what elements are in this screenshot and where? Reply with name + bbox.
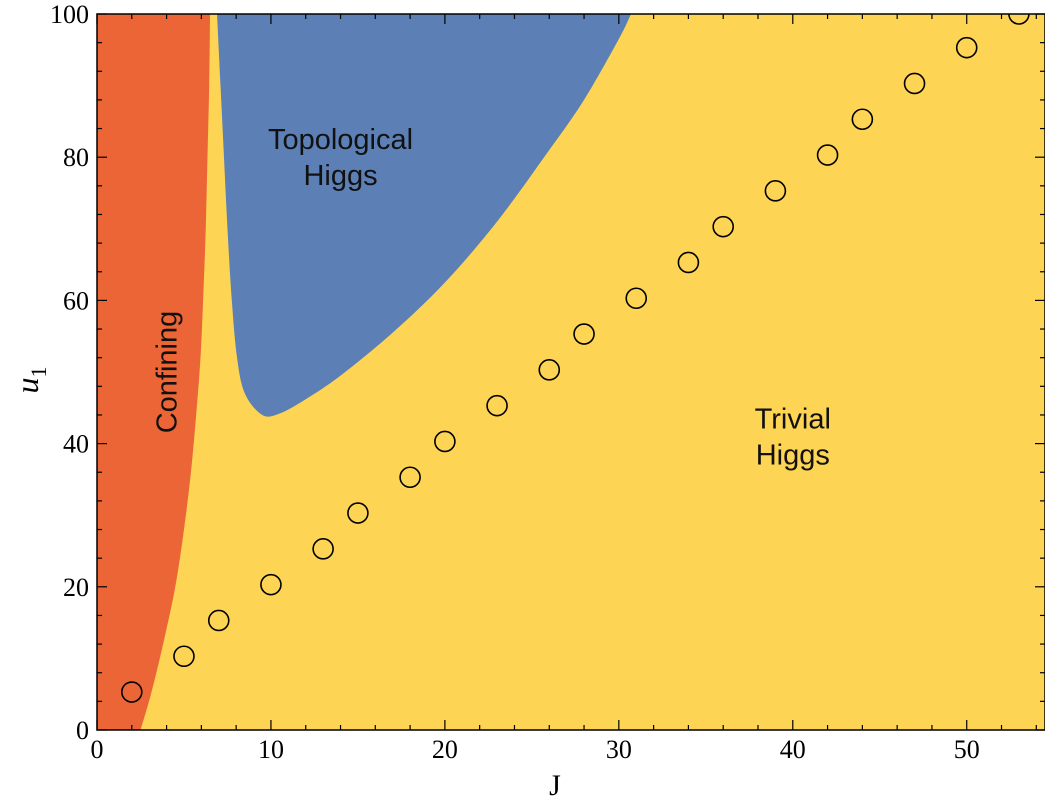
data-markers [120, 14, 1030, 703]
y-tick-label: 80 [63, 143, 89, 172]
region-label-line: Higgs [756, 439, 830, 471]
x-tick-label: 30 [606, 735, 632, 764]
data-point [764, 180, 787, 202]
plot-frame [96, 13, 1045, 731]
trivial-higgs-label: Trivial Higgs [755, 403, 831, 471]
data-point [260, 573, 282, 596]
region-label-line: Topological [268, 124, 413, 156]
data-point [573, 323, 595, 345]
y-tick-label: 40 [63, 430, 89, 459]
data-point [538, 359, 561, 381]
x-tick-label: 20 [432, 735, 458, 764]
data-point [903, 72, 926, 95]
region-labels: Confining Topological Higgs Trivial Higgs [152, 124, 831, 471]
data-point [434, 430, 456, 453]
data-point [1008, 14, 1030, 25]
y-tick-label: 60 [63, 286, 89, 315]
x-axis-label: J [549, 769, 561, 802]
data-point [173, 645, 195, 668]
data-point [486, 394, 508, 417]
y-tick-label: 20 [63, 573, 89, 602]
data-point [955, 36, 978, 59]
data-point [347, 502, 369, 524]
data-point [120, 681, 143, 703]
data-point [851, 108, 874, 131]
data-point [312, 538, 334, 560]
data-point [677, 251, 700, 274]
topological-higgs-region [217, 14, 632, 417]
x-tick-label: 50 [954, 735, 980, 764]
data-point [399, 466, 421, 489]
y-axis-label-subscript: 1 [26, 367, 51, 378]
data-point [625, 287, 648, 310]
plot-area [97, 14, 1045, 730]
data-point [712, 215, 735, 238]
x-tick-label: 40 [780, 735, 806, 764]
topological-higgs-label: Topological Higgs [268, 124, 413, 192]
region-label-line: Trivial [755, 403, 831, 435]
confining-label: Confining [152, 311, 184, 434]
y-axis-label: u1 [9, 367, 51, 394]
y-tick-label: 0 [76, 716, 89, 745]
confining-region [97, 14, 211, 730]
data-point [207, 609, 230, 632]
axis-ticks [96, 13, 1045, 731]
axis-tick-labels: 0 10 20 30 40 50 0 20 40 60 80 100 [50, 0, 980, 764]
y-axis-label-main: u [9, 378, 45, 394]
region-label-line: Higgs [303, 160, 377, 192]
data-point [816, 144, 839, 166]
x-tick-label: 10 [258, 735, 284, 764]
y-tick-label: 100 [50, 0, 89, 29]
x-tick-label: 0 [91, 735, 104, 764]
